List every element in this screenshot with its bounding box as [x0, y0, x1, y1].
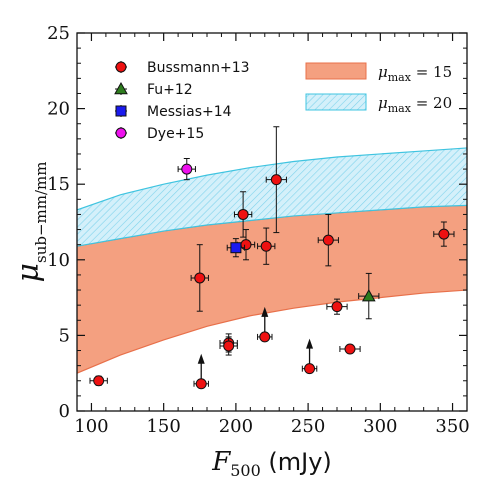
- axes-layer: 100 150 200 250 300 350 0 5 10 15 20 25: [47, 23, 470, 437]
- lower-limit-point: [195, 378, 207, 390]
- data-point-bussmann-13: [322, 234, 334, 246]
- data-point-bussmann-13: [344, 343, 356, 355]
- y-axis-title: μsub−mm/mm: [11, 162, 50, 283]
- band-1-upper-edge: [77, 147, 467, 211]
- legend-marker: [115, 127, 127, 139]
- band-1: [77, 147, 467, 247]
- legend-marker: [115, 105, 127, 117]
- y-tick-label: 20: [47, 99, 70, 120]
- data-point-dye-15: [181, 163, 193, 175]
- y-tick-label: 0: [59, 401, 70, 422]
- data-point-bussmann-13: [93, 375, 105, 387]
- band-legend-swatch: [305, 93, 367, 111]
- lower-limit-point: [304, 363, 316, 375]
- x-tick-label: 350: [435, 416, 469, 437]
- band-0: [77, 205, 467, 374]
- bands-layer: [77, 147, 467, 374]
- legend: Bussmann+13 Fu+12 Messias+14 Dye+15: [114, 60, 250, 142]
- data-point-messias-14: [230, 242, 242, 254]
- lower-limit-point: [259, 331, 271, 343]
- legend-label: Dye+15: [147, 126, 204, 142]
- legend-marker: [114, 81, 128, 95]
- data-point-bussmann-13: [260, 240, 272, 252]
- plot-frame: [76, 32, 468, 412]
- data-point-bussmann-13: [237, 208, 249, 220]
- data-point-bussmann-13: [223, 340, 235, 352]
- band-legend-swatch: [305, 62, 367, 80]
- data-point-bussmann-13: [331, 301, 343, 313]
- points-layer: [89, 126, 455, 390]
- y-tick-label: 5: [59, 325, 70, 346]
- y-tick-label: 15: [47, 174, 70, 195]
- y-tick-label: 10: [47, 250, 70, 271]
- legend-label: Messias+14: [147, 104, 232, 120]
- band-legend-label: μmax = 15: [378, 63, 452, 84]
- x-tick-label: 250: [291, 416, 325, 437]
- legend-label: Bussmann+13: [147, 60, 250, 76]
- data-point-bussmann-13: [194, 272, 206, 284]
- x-tick-label: 100: [74, 416, 108, 437]
- band-0-lower-edge: [77, 289, 467, 374]
- axis-titles: F500 (mJy) μsub−mm/mm: [11, 162, 332, 480]
- data-point-fu-12: [361, 289, 376, 302]
- band-1-lower-edge: [77, 204, 467, 247]
- band-legend-label: μmax = 20: [378, 94, 452, 115]
- lower-limit-arrow-head: [261, 306, 269, 317]
- x-axis-title: F500 (mJy): [211, 447, 332, 480]
- legend-marker: [115, 61, 127, 73]
- data-point-bussmann-13: [438, 228, 450, 240]
- x-tick-label: 150: [146, 416, 180, 437]
- data-point-bussmann-13: [270, 174, 282, 186]
- x-tick-label: 200: [219, 416, 253, 437]
- band-legend: μmax = 15 μmax = 20: [305, 62, 452, 115]
- y-tick-label: 25: [47, 23, 70, 44]
- x-tick-label: 300: [363, 416, 397, 437]
- lower-limit-arrow-head: [306, 338, 314, 349]
- legend-label: Fu+12: [147, 82, 193, 98]
- lower-limit-arrow-head: [197, 353, 205, 364]
